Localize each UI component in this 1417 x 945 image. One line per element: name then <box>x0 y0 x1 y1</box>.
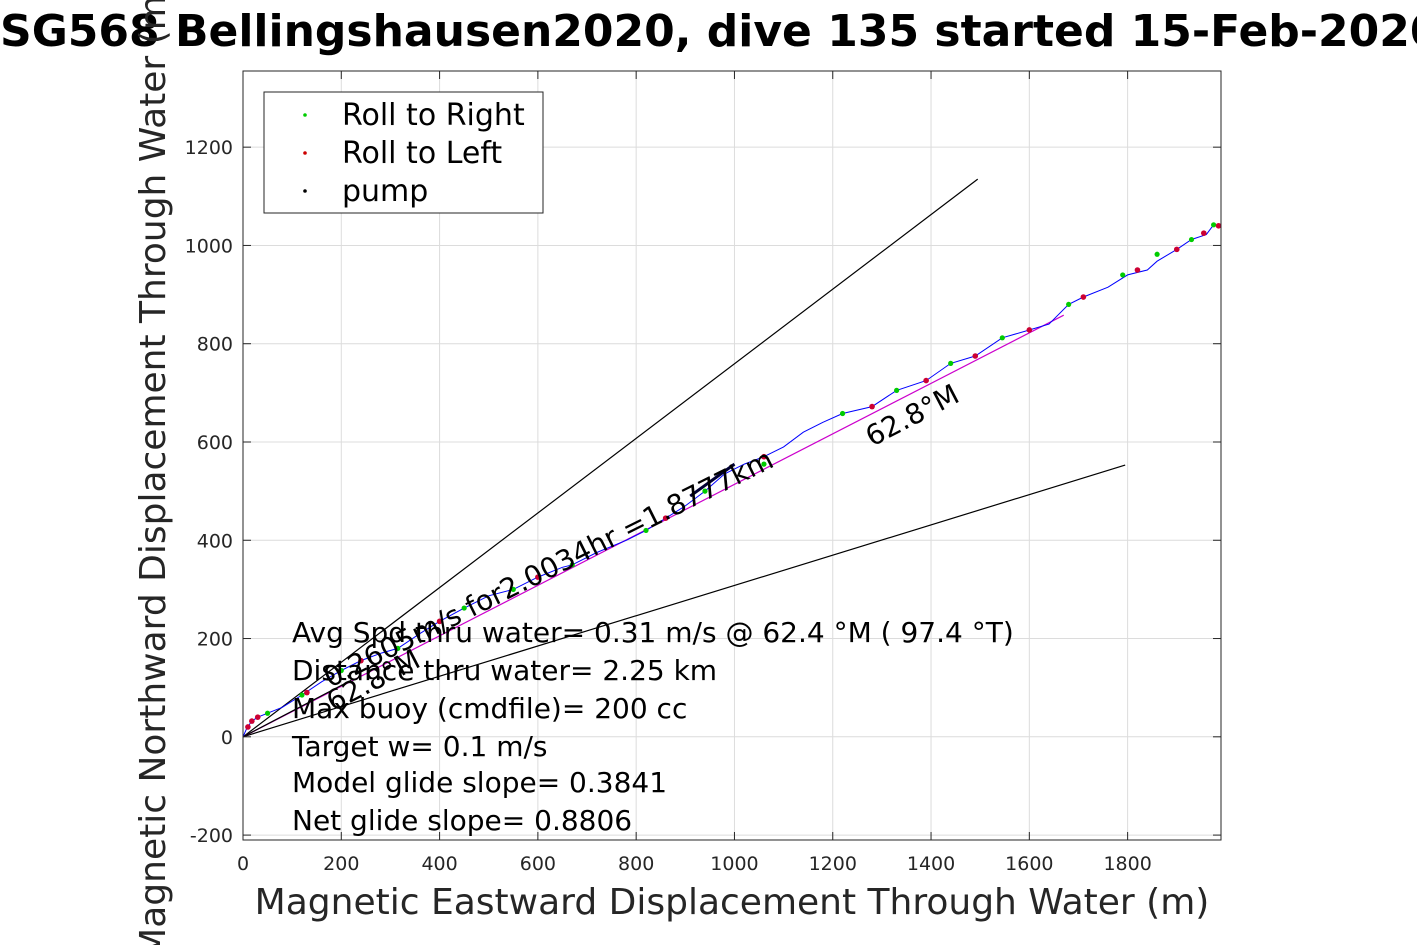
stat-line: Target w= 0.1 m/s <box>291 730 548 763</box>
stat-line: Model glide slope= 0.3841 <box>292 766 667 799</box>
x-tick-label: 400 <box>421 853 457 875</box>
y-tick-label: 1200 <box>185 137 233 159</box>
reference-line <box>242 679 352 738</box>
roll-right-point <box>999 335 1005 341</box>
roll-left-point <box>869 403 875 410</box>
x-tick-label: 1400 <box>907 853 955 875</box>
roll-right-point <box>1188 236 1195 243</box>
roll-left-point <box>972 353 979 359</box>
chart-title: SG568 Bellingshausen2020, dive 135 start… <box>0 6 1417 57</box>
roll-left-point <box>1215 222 1222 229</box>
roll-right-point <box>1211 222 1217 228</box>
ticks <box>242 71 1221 840</box>
roll-left-point <box>535 574 541 580</box>
y-tick-label: 1000 <box>185 235 233 257</box>
roll-right-point <box>948 360 954 366</box>
roll-right-point <box>338 667 344 674</box>
stats-block: Avg Spd thru water= 0.31 m/s @ 62.4 °M (… <box>291 616 1014 837</box>
legend: Roll to Right Roll to Left pump <box>263 91 544 214</box>
roll-right-point <box>264 710 271 716</box>
roll-right-point <box>299 692 305 698</box>
roll-right-point <box>1066 301 1072 308</box>
track <box>242 224 1222 738</box>
legend-marker-pump <box>303 189 307 193</box>
x-tick-label: 600 <box>520 853 556 875</box>
legend-box <box>263 91 544 214</box>
roll-left-point <box>1200 230 1207 236</box>
roll-right-point <box>894 387 900 393</box>
stat-line: Net glide slope= 0.8806 <box>292 804 632 837</box>
roll-right-point <box>395 645 401 651</box>
x-axis-label: Magnetic Eastward Displacement Through W… <box>255 882 1210 923</box>
x-tick-label: 1600 <box>1005 853 1053 875</box>
current-vector <box>689 462 736 498</box>
roll-left-point <box>245 724 251 730</box>
roll-left-point <box>1026 327 1033 333</box>
legend-label-roll-left: Roll to Left <box>342 136 502 171</box>
roll-left-point <box>1134 267 1141 273</box>
reference-line <box>242 464 1126 738</box>
roll-left-point <box>249 718 255 724</box>
x-tick-label: 1200 <box>809 853 857 875</box>
y-tick-label: 400 <box>197 530 233 552</box>
roll-right-point <box>761 461 767 467</box>
y-tick-label: 800 <box>197 334 233 356</box>
y-tick-label: 0 <box>221 727 233 749</box>
roll-right-point <box>1120 272 1126 278</box>
x-tick-label: 1000 <box>710 853 758 875</box>
y-tick-label: 600 <box>197 432 233 454</box>
legend-label-roll-right: Roll to Right <box>342 98 525 133</box>
roll-left-point <box>436 618 443 625</box>
roll-right-point <box>569 562 575 568</box>
track-line <box>242 224 1222 738</box>
stat-line: Avg Spd thru water= 0.31 m/s @ 62.4 °M (… <box>292 616 1014 649</box>
roll-right-point <box>461 605 467 611</box>
roll-left-point <box>254 714 261 720</box>
roll-right-point <box>839 410 846 417</box>
roll-left-point <box>1173 246 1180 253</box>
x-tick-label: 1800 <box>1103 853 1151 875</box>
reference-line <box>242 178 979 738</box>
stat-line: Max buoy (cmdfile)= 200 cc <box>292 692 687 725</box>
roll-right-point <box>1154 251 1160 257</box>
x-tick-label: 800 <box>618 853 654 875</box>
stat-line: Distance thru water= 2.25 km <box>292 654 717 687</box>
roll-left-point <box>1080 294 1087 300</box>
y-tick-label: 200 <box>197 629 233 651</box>
x-tick-label: 200 <box>323 853 359 875</box>
legend-marker-roll-right <box>303 113 307 117</box>
roll-right-point <box>702 488 708 494</box>
roll-left-point <box>923 377 929 384</box>
roll-left-point <box>304 689 310 696</box>
y-axis-label: Magnetic Northward Displacement Through … <box>133 0 174 945</box>
y-tick-labels: -200 0 200 400 600 800 1000 1200 <box>185 137 233 847</box>
x-tick-labels: 0 200 400 600 800 1000 1200 1400 1600 1800 <box>237 853 1152 875</box>
y-tick-label: -200 <box>190 825 233 847</box>
x-tick-label: 0 <box>237 853 249 875</box>
roll-left-point <box>662 515 669 521</box>
legend-label-pump: pump <box>342 174 428 209</box>
roll-markers <box>245 222 1222 730</box>
legend-marker-roll-left <box>303 151 307 155</box>
roll-right-point <box>510 586 516 592</box>
roll-left-point <box>358 657 364 664</box>
plot-frame <box>242 70 1222 841</box>
roll-right-point <box>643 527 649 534</box>
roll-left-point <box>761 453 767 460</box>
